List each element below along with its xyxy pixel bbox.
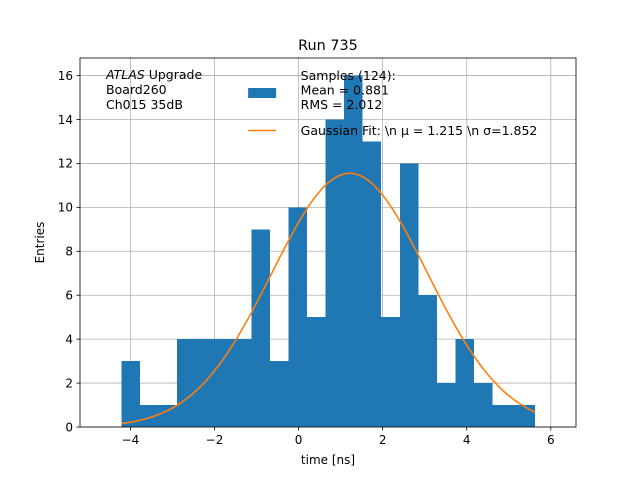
x-axis-label: time [ns] [301, 453, 355, 467]
x-tick-label: 4 [463, 433, 471, 447]
y-axis-label: Entries [33, 222, 47, 264]
histogram-bar [269, 361, 289, 427]
annotation-line: ATLAS Upgrade [105, 67, 202, 82]
histogram-bar [214, 339, 234, 427]
gaussian-fit-line [121, 172, 536, 425]
y-tick-label: 2 [65, 376, 73, 390]
histogram-bar [325, 119, 344, 427]
y-tick-label: 8 [65, 245, 73, 259]
y-tick-label: 10 [58, 201, 73, 215]
legend-label-samples: RMS = 2.012 [301, 97, 383, 112]
histogram-bar [510, 405, 530, 427]
histogram-bar [362, 141, 381, 427]
annotation-line: Ch015 35dB [106, 97, 183, 112]
legend-label-samples: Mean = 0.881 [301, 83, 389, 98]
y-tick-label: 14 [58, 113, 73, 127]
histogram-bar [140, 405, 159, 427]
histogram-bar [121, 361, 141, 427]
histogram-bars [121, 75, 536, 428]
histogram-bar [436, 383, 456, 427]
y-tick-label: 6 [65, 289, 73, 303]
atlas-annotation: ATLAS Upgrade Board260 Ch015 35dB [105, 67, 202, 112]
legend-label-samples: Samples (124): [301, 68, 396, 83]
histogram-bar [158, 405, 178, 427]
y-tick-label: 16 [58, 69, 73, 83]
axes-frame [79, 57, 577, 428]
x-tick-label: 0 [295, 433, 303, 447]
histogram-bar [177, 339, 196, 427]
x-tick-label: −2 [206, 433, 224, 447]
annotation-line: Board260 [106, 82, 167, 97]
histogram-bar [473, 383, 493, 427]
annotation-text: Upgrade [145, 67, 203, 82]
legend-patch-samples [248, 88, 277, 98]
legend-label-fit: Gaussian Fit: \n μ = 1.215 \n σ=1.852 [301, 123, 538, 138]
histogram-bar [233, 339, 252, 427]
histogram-bar [343, 75, 363, 428]
y-tick-label: 0 [65, 420, 73, 434]
histogram-bar [455, 339, 474, 427]
histogram-bar [492, 405, 511, 427]
annotation-italic: ATLAS [105, 67, 145, 82]
y-tick-label: 4 [65, 332, 73, 346]
x-tick-label: 6 [547, 433, 555, 447]
axis-ticks: −4 −2 0 2 4 6 0 2 4 6 8 10 12 14 16 [58, 69, 555, 447]
x-tick-label: 2 [379, 433, 387, 447]
legend: Samples (124): Mean = 0.881 RMS = 2.012 G… [248, 68, 537, 138]
x-tick-label: −4 [122, 433, 140, 447]
histogram-bar [251, 229, 270, 427]
chart-title: Run 735 [298, 38, 358, 54]
histogram-bar [288, 207, 307, 427]
histogram-bar [529, 405, 536, 427]
histogram-bar [380, 317, 400, 427]
histogram-bar [399, 163, 419, 427]
gaussian-fit [121, 172, 536, 425]
histogram-bar [418, 295, 437, 427]
y-tick-label: 12 [58, 157, 73, 171]
histogram-bar [306, 317, 326, 427]
